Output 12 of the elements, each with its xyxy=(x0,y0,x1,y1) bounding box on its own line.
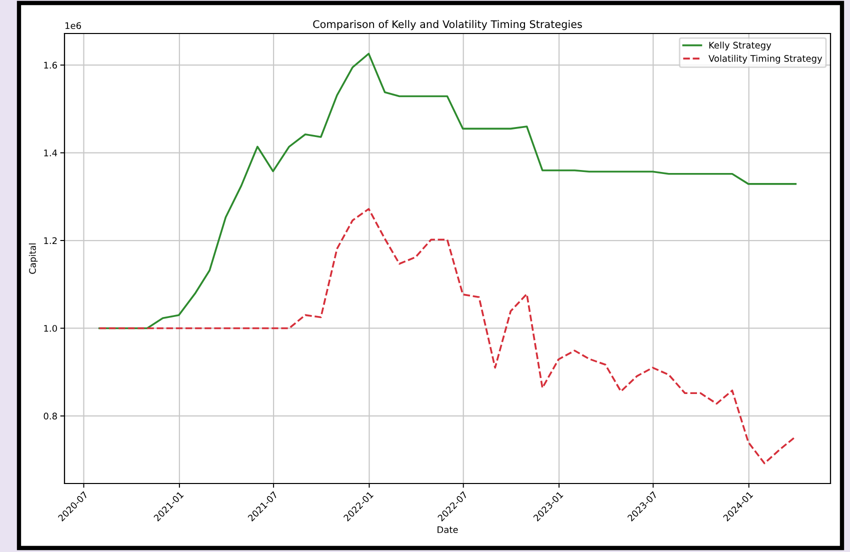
y-tick-label: 1.2 xyxy=(44,237,57,244)
chart-title: Comparison of Kelly and Volatility Timing Strategies xyxy=(313,20,582,30)
y-tick-label: 0.8 xyxy=(44,412,57,420)
line-series xyxy=(98,208,797,464)
legend-label: Kelly Strategy xyxy=(709,42,772,50)
y-tick-label: 1.6 xyxy=(44,62,57,69)
legend-label: Volatility Timing Strategy xyxy=(708,54,822,64)
y-tick-label: 1.0 xyxy=(44,324,57,332)
x-axis-title: Date xyxy=(438,526,458,534)
text: 1e6 xyxy=(65,22,81,30)
y-axis-title: Capital xyxy=(28,244,38,274)
y-tick-label: 1.4 xyxy=(44,150,58,156)
